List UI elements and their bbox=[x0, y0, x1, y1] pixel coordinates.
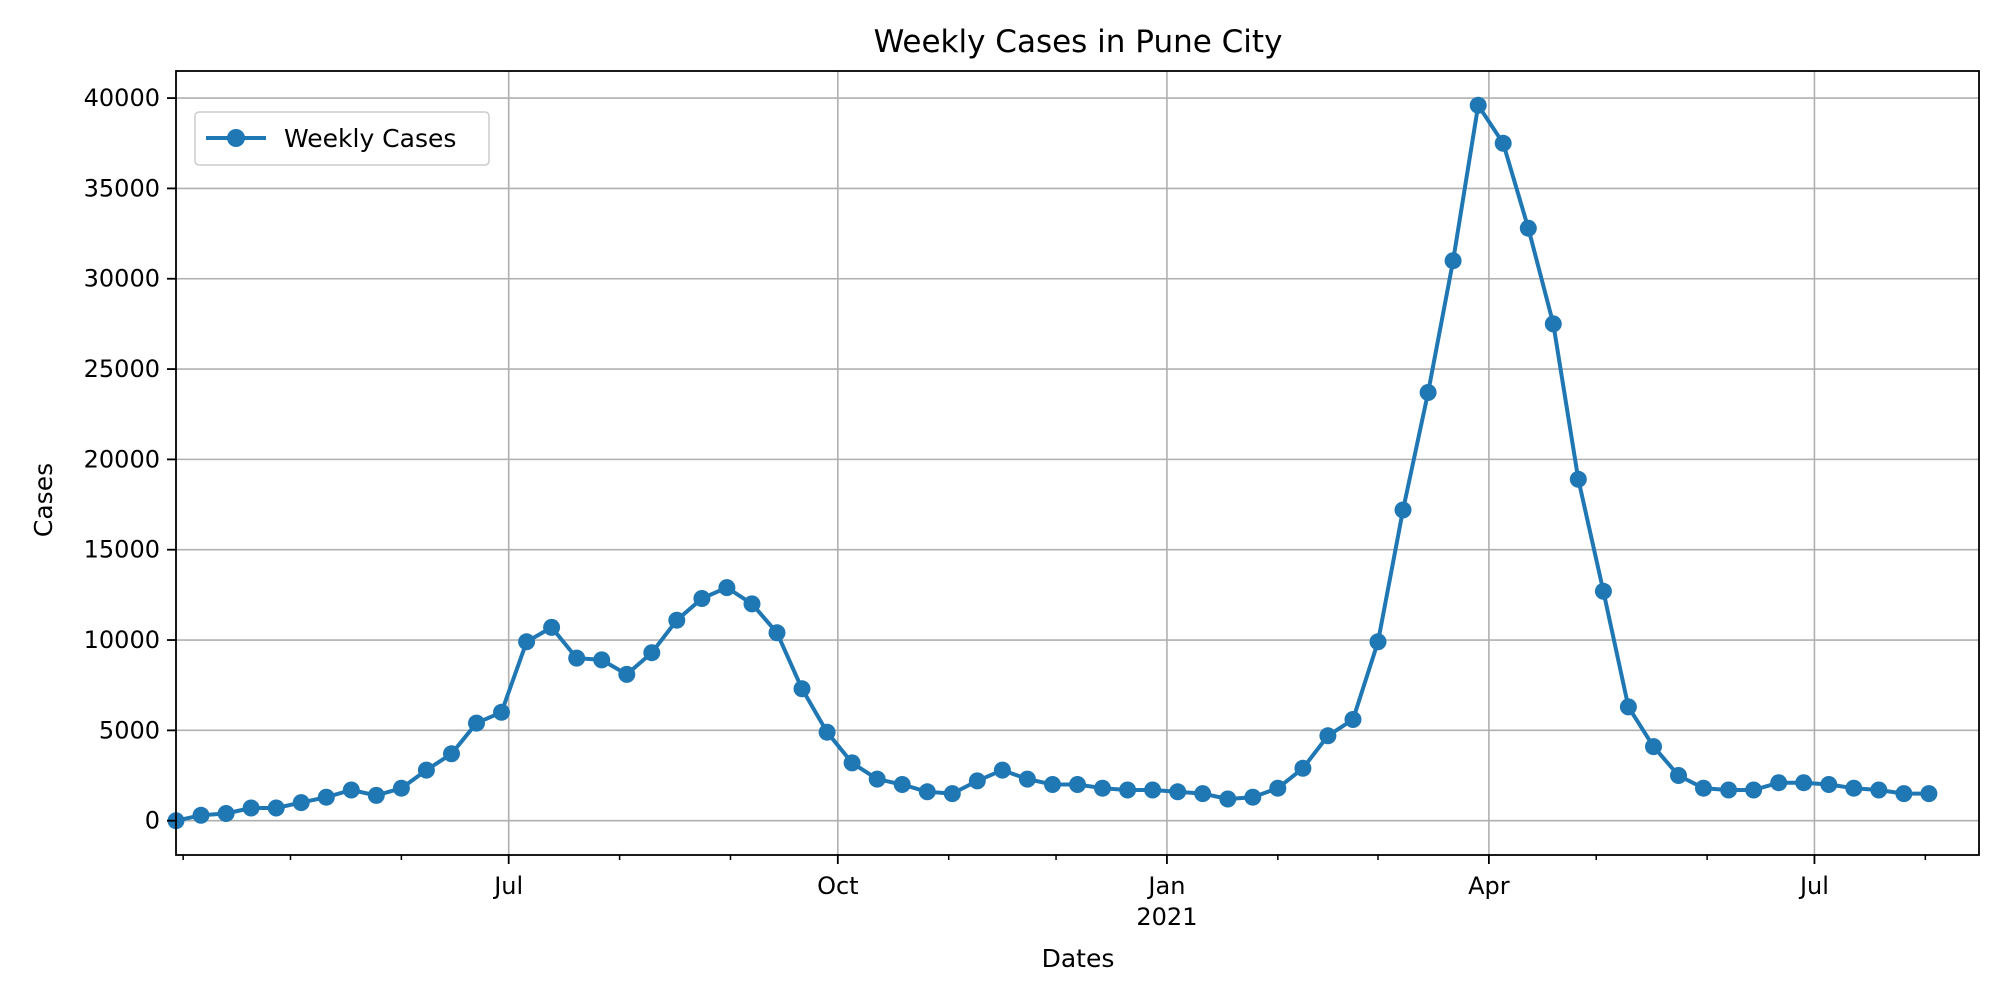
data-point bbox=[1720, 781, 1738, 799]
data-point bbox=[317, 788, 335, 806]
data-point bbox=[693, 590, 711, 607]
data-point bbox=[568, 649, 586, 667]
y-tick-label: 5000 bbox=[99, 716, 160, 744]
data-point bbox=[1269, 779, 1287, 797]
data-point bbox=[718, 579, 736, 597]
data-point bbox=[1444, 252, 1462, 270]
data-point bbox=[1845, 779, 1863, 797]
data-point bbox=[1094, 779, 1111, 797]
legend-label-weekly-cases: Weekly Cases bbox=[284, 124, 456, 153]
data-point bbox=[768, 624, 786, 642]
x-tick-label: Jan bbox=[1146, 872, 1185, 900]
data-point bbox=[367, 786, 385, 804]
data-point bbox=[818, 723, 836, 741]
data-point bbox=[217, 805, 235, 822]
y-tick-label: 10000 bbox=[84, 626, 160, 654]
data-point bbox=[1294, 759, 1312, 777]
data-point bbox=[918, 783, 936, 801]
data-point bbox=[643, 644, 661, 662]
data-point bbox=[443, 745, 460, 763]
data-point bbox=[1344, 711, 1362, 728]
x-year-label: 2021 bbox=[1136, 903, 1197, 931]
data-point bbox=[1319, 727, 1337, 745]
data-point bbox=[1369, 633, 1387, 651]
data-point bbox=[668, 611, 686, 629]
data-point bbox=[1244, 788, 1262, 806]
data-point bbox=[743, 595, 761, 613]
x-tick-label: Apr bbox=[1468, 872, 1510, 900]
data-point bbox=[1044, 776, 1061, 793]
data-point bbox=[1069, 776, 1086, 793]
data-point bbox=[993, 761, 1011, 779]
gridlines bbox=[176, 71, 1979, 855]
data-point bbox=[1544, 315, 1562, 333]
data-point bbox=[1670, 767, 1687, 784]
x-axis-title: Dates bbox=[1042, 944, 1115, 973]
axes: 0 5000 10000 15000 20000 25000 30000 35000 40000… bbox=[84, 70, 1980, 931]
data-point bbox=[267, 799, 285, 817]
data-point bbox=[1194, 785, 1212, 803]
data-point bbox=[968, 772, 986, 790]
data-point bbox=[1394, 501, 1412, 519]
x-tick-label: Oct bbox=[817, 872, 859, 900]
data-point bbox=[793, 680, 811, 698]
y-axis-title: Cases bbox=[29, 463, 58, 537]
y-tick-label: 20000 bbox=[84, 445, 160, 473]
data-point bbox=[493, 703, 510, 721]
data-point bbox=[518, 633, 536, 651]
data-point bbox=[1169, 783, 1187, 801]
data-point bbox=[292, 794, 310, 812]
data-point bbox=[1770, 774, 1788, 792]
legend-marker-swatch bbox=[227, 129, 245, 147]
data-point bbox=[1119, 781, 1137, 799]
series-line-weekly-cases bbox=[175, 103, 1929, 823]
data-point bbox=[1895, 785, 1913, 803]
legend-frame bbox=[194, 111, 490, 166]
data-point bbox=[1695, 779, 1712, 797]
legend: Weekly Cases bbox=[194, 111, 490, 166]
data-point bbox=[868, 770, 886, 788]
plot-frame bbox=[175, 70, 1980, 856]
data-point bbox=[342, 781, 360, 799]
data-point bbox=[1645, 738, 1662, 756]
data-point bbox=[1795, 774, 1813, 792]
y-tick-label: 0 bbox=[145, 807, 160, 835]
data-point bbox=[843, 754, 861, 772]
data-point bbox=[1569, 470, 1587, 488]
data-point bbox=[1594, 582, 1612, 600]
data-point bbox=[1419, 384, 1437, 401]
data-point bbox=[468, 714, 485, 732]
series-weekly-cases bbox=[167, 96, 1938, 830]
data-point bbox=[543, 618, 561, 636]
data-point bbox=[1219, 790, 1237, 808]
y-tick-label: 25000 bbox=[84, 355, 160, 383]
data-point bbox=[593, 651, 611, 669]
chart-title: Weekly Cases in Pune City bbox=[874, 24, 1283, 60]
data-point bbox=[893, 776, 911, 793]
data-point bbox=[1870, 781, 1888, 799]
data-point bbox=[1018, 770, 1036, 788]
data-point bbox=[1745, 781, 1763, 799]
data-point bbox=[1619, 698, 1637, 716]
data-point bbox=[192, 806, 210, 824]
y-tick-label: 30000 bbox=[84, 265, 160, 293]
data-point bbox=[392, 779, 410, 797]
data-point bbox=[1494, 134, 1512, 152]
data-point bbox=[1820, 776, 1838, 793]
data-point bbox=[943, 785, 961, 803]
x-tick-label: Jul bbox=[492, 872, 523, 900]
data-point bbox=[618, 665, 636, 683]
y-tick-label: 35000 bbox=[84, 174, 160, 202]
data-point bbox=[242, 799, 260, 817]
data-point bbox=[1469, 96, 1487, 114]
data-point bbox=[1144, 781, 1162, 799]
y-tick-label: 40000 bbox=[84, 84, 160, 112]
data-point bbox=[1920, 785, 1938, 803]
x-tick-label: Jul bbox=[1798, 872, 1829, 900]
data-point bbox=[417, 761, 435, 779]
data-point bbox=[1519, 219, 1537, 237]
y-tick-label: 15000 bbox=[84, 536, 160, 564]
